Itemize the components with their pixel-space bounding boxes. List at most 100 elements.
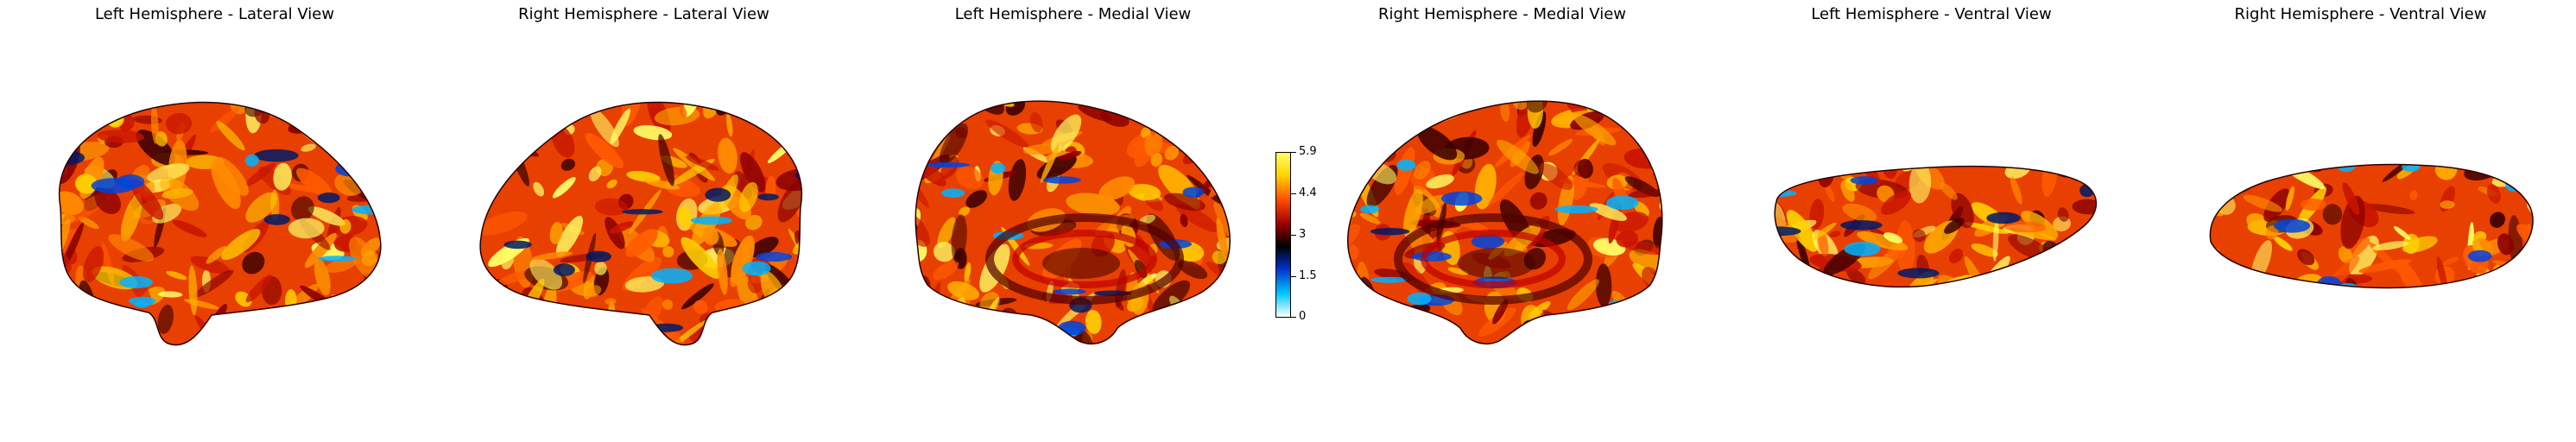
surface-texture-blob bbox=[1650, 92, 1692, 128]
right-lateral-brain-surface bbox=[429, 0, 858, 442]
surface-texture-blob bbox=[2471, 100, 2480, 141]
surface-texture-blob bbox=[807, 172, 829, 220]
surface-texture-blob bbox=[1923, 313, 1962, 344]
surface-texture-blob bbox=[2470, 119, 2516, 148]
surface-texture-blob bbox=[1788, 145, 1817, 157]
surface-texture-blob bbox=[926, 162, 970, 167]
surface-texture-blob bbox=[538, 302, 559, 323]
surface-texture-blob bbox=[2482, 109, 2514, 142]
surface-texture-blob bbox=[320, 315, 359, 367]
surface-texture-blob bbox=[1753, 276, 1784, 307]
surface-texture-blob bbox=[488, 143, 502, 180]
surface-texture-blob bbox=[793, 275, 813, 325]
right-ventral-brain-surface bbox=[2146, 0, 2575, 442]
surface-texture-blob bbox=[1378, 129, 1391, 141]
surface-texture-blob bbox=[941, 87, 993, 110]
surface-texture-blob bbox=[2509, 258, 2524, 306]
surface-texture-blob bbox=[192, 313, 230, 361]
surface-texture-blob bbox=[916, 311, 948, 335]
surface-texture-blob bbox=[472, 135, 495, 160]
surface-texture-blob bbox=[2393, 110, 2440, 129]
surface-texture-blob bbox=[326, 112, 382, 134]
surface-texture-blob bbox=[1780, 132, 1791, 160]
surface-texture-blob bbox=[2487, 88, 2521, 110]
surface-texture-blob bbox=[2191, 143, 2229, 169]
surface-texture-blob bbox=[1322, 190, 1352, 221]
surface-texture-blob bbox=[1844, 242, 1880, 256]
surface-texture-blob bbox=[1244, 251, 1259, 294]
surface-texture-blob bbox=[489, 91, 511, 104]
surface-texture-blob bbox=[2002, 94, 2053, 110]
surface-texture-blob bbox=[2402, 320, 2431, 367]
surface-texture-blob bbox=[2502, 146, 2529, 164]
surface-texture-blob bbox=[28, 299, 55, 327]
surface-texture-blob bbox=[1730, 224, 1775, 247]
surface-texture-blob bbox=[2201, 181, 2220, 189]
surface-texture-blob bbox=[1306, 191, 1342, 211]
surface-texture-blob bbox=[2225, 150, 2255, 172]
surface-texture-blob bbox=[2403, 287, 2422, 320]
surface-texture-blob bbox=[285, 289, 296, 312]
surface-texture-blob bbox=[1320, 275, 1343, 328]
surface-texture-blob bbox=[2089, 217, 2134, 228]
surface-texture-blob bbox=[1984, 138, 2005, 156]
surface-texture-blob bbox=[2176, 256, 2206, 279]
surface-texture-blob bbox=[1592, 88, 1606, 113]
surface-texture-blob bbox=[1455, 337, 1470, 349]
surface-texture-blob bbox=[2325, 89, 2358, 129]
surface-texture-blob bbox=[27, 314, 74, 336]
surface-texture-blob bbox=[2491, 94, 2519, 122]
panel-left-lateral: Left Hemisphere - Lateral View bbox=[0, 0, 429, 442]
surface-texture-blob bbox=[1995, 104, 2035, 144]
surface-texture-blob bbox=[497, 300, 528, 331]
surface-texture-blob bbox=[12, 137, 67, 151]
surface-texture-blob bbox=[135, 302, 149, 308]
surface-texture-blob bbox=[2530, 98, 2555, 124]
surface-texture-blob bbox=[2174, 163, 2188, 180]
surface-texture-blob bbox=[453, 171, 485, 207]
surface-texture-blob bbox=[2012, 305, 2022, 324]
surface-texture-blob bbox=[362, 101, 382, 129]
surface-texture-blob bbox=[745, 70, 779, 127]
surface-texture-blob bbox=[1926, 313, 1970, 349]
surface-texture-blob bbox=[2337, 159, 2356, 172]
surface-texture-blob bbox=[2225, 143, 2257, 187]
surface-texture-blob bbox=[1173, 310, 1195, 361]
surface-texture-blob bbox=[817, 243, 836, 275]
surface-texture-blob bbox=[742, 262, 770, 276]
surface-texture-blob bbox=[290, 98, 318, 108]
surface-texture-blob bbox=[649, 324, 683, 332]
surface-texture-blob bbox=[2078, 131, 2105, 160]
surface-texture-blob bbox=[2019, 101, 2069, 131]
surface-texture-blob bbox=[2059, 271, 2094, 307]
surface-texture-blob bbox=[1396, 160, 1415, 171]
surface-texture-blob bbox=[2173, 163, 2207, 210]
surface-texture-blob bbox=[1335, 153, 1357, 177]
surface-texture-blob bbox=[2014, 261, 2056, 304]
surface-texture-blob bbox=[2398, 287, 2416, 309]
surface-texture-blob bbox=[917, 321, 937, 344]
surface-texture-blob bbox=[794, 128, 809, 151]
surface-texture-blob bbox=[2464, 308, 2509, 313]
left-ventral-brain-surface bbox=[1717, 0, 2146, 442]
surface-texture-blob bbox=[488, 132, 541, 161]
surface-texture-blob bbox=[2428, 308, 2446, 332]
surface-texture-blob bbox=[1404, 92, 1425, 111]
surface-texture-blob bbox=[1919, 84, 1942, 134]
surface-texture-blob bbox=[1225, 290, 1250, 305]
surface-texture-blob bbox=[296, 87, 326, 109]
surface-texture-blob bbox=[2489, 294, 2516, 321]
surface-texture-blob bbox=[1955, 129, 1978, 149]
surface-texture-blob bbox=[1961, 99, 1985, 113]
surface-texture-blob bbox=[1663, 301, 1682, 315]
surface-texture-blob bbox=[2274, 297, 2298, 338]
surface-texture-blob bbox=[1898, 268, 1940, 278]
surface-texture-blob bbox=[347, 313, 365, 331]
surface-texture-blob bbox=[1802, 97, 1839, 146]
surface-texture-blob bbox=[1755, 105, 1785, 136]
surface-texture-blob bbox=[1934, 321, 1984, 344]
surface-texture-blob bbox=[2423, 295, 2442, 313]
surface-texture-blob bbox=[81, 305, 111, 334]
surface-texture-blob bbox=[1902, 291, 1934, 322]
surface-texture-blob bbox=[369, 179, 384, 194]
